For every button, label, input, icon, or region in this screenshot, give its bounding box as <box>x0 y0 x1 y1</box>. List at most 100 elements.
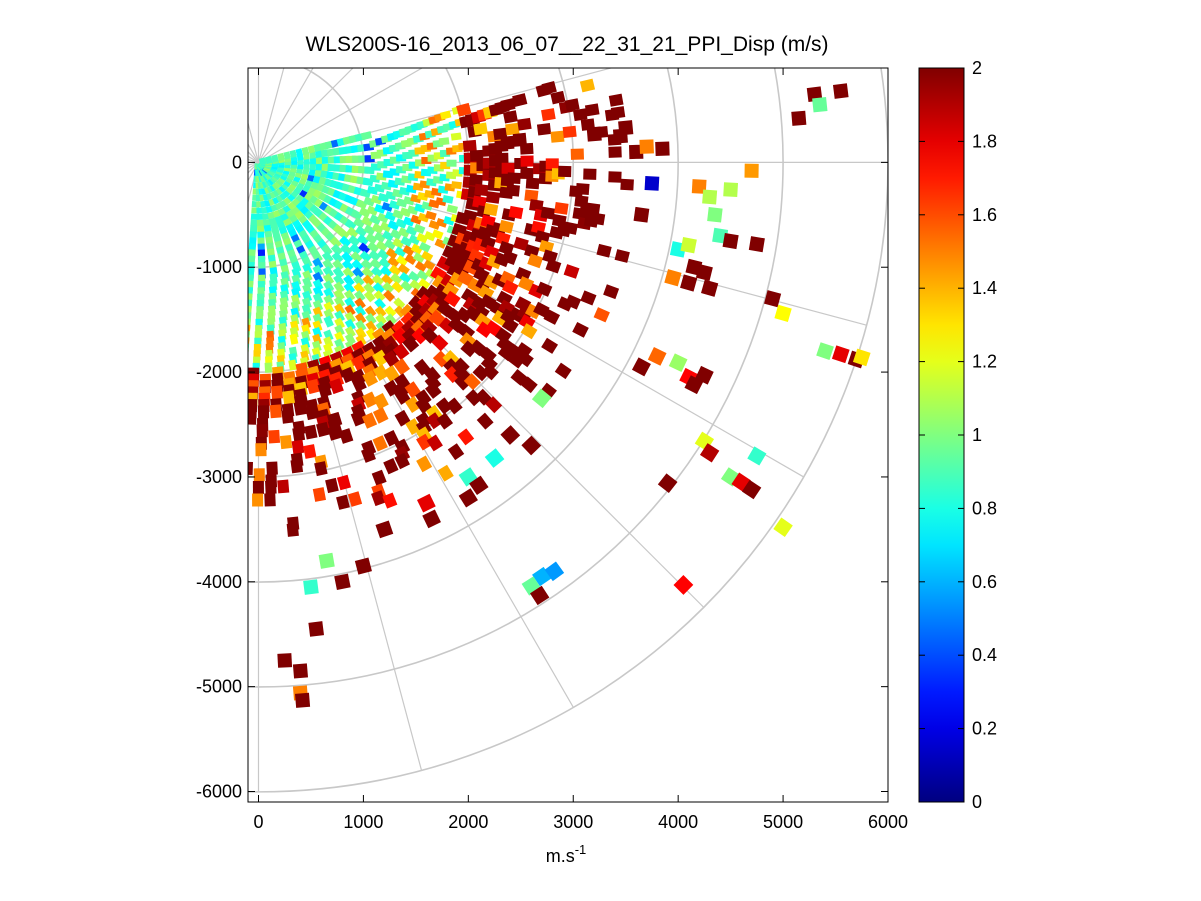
data-cell <box>469 174 483 187</box>
data-cell <box>446 204 458 214</box>
data-cell <box>579 78 596 93</box>
data-cell <box>360 131 373 141</box>
data-cell <box>392 343 410 361</box>
data-cell <box>350 410 366 427</box>
y-tick-label: -1000 <box>196 257 242 277</box>
data-cell <box>585 202 601 216</box>
data-cell <box>575 183 590 195</box>
data-cell <box>394 452 410 470</box>
data-cell <box>680 237 697 254</box>
data-cell <box>365 320 377 333</box>
colorbar: 0 0.2 0.4 0.6 0.8 1 1.2 1.4 1.6 1.8 2 <box>918 58 997 812</box>
data-cell <box>475 321 493 338</box>
data-cell <box>234 385 246 399</box>
data-cell <box>321 156 330 164</box>
data-cell <box>397 227 411 238</box>
data-cell <box>620 178 634 191</box>
data-cell <box>410 243 423 255</box>
data-cell <box>447 316 465 334</box>
azimuth-spoke <box>248 120 260 163</box>
data-cell <box>574 195 589 208</box>
data-cell <box>257 225 265 234</box>
data-cell <box>657 473 678 494</box>
colorbar-tick-label: 0.8 <box>972 498 997 518</box>
data-cell <box>227 486 239 500</box>
x-axis: 0 1000 2000 3000 4000 5000 6000 <box>253 68 908 832</box>
data-cell <box>360 258 373 271</box>
data-cell <box>270 385 284 400</box>
data-cell <box>773 517 793 538</box>
data-cell <box>372 282 385 295</box>
data-cell <box>307 145 316 154</box>
data-cell <box>484 320 502 337</box>
data-cell <box>355 319 367 333</box>
data-cell <box>544 561 565 582</box>
data-cell <box>707 207 723 223</box>
data-cell <box>363 282 376 295</box>
data-cell <box>608 146 622 158</box>
data-cell <box>352 274 365 287</box>
data-cell <box>539 382 557 400</box>
data-cell <box>344 311 356 324</box>
azimuth-spoke <box>258 68 354 163</box>
data-cell <box>608 171 622 183</box>
data-cell <box>438 317 456 335</box>
data-cell <box>340 243 353 256</box>
data-cell <box>331 251 344 264</box>
data-cell <box>372 407 389 424</box>
data-cell <box>647 346 667 366</box>
data-cell <box>831 345 850 364</box>
data-cell <box>355 327 367 340</box>
colorbar-tick-label: 0.4 <box>972 645 997 665</box>
data-cell <box>744 163 759 178</box>
data-cell <box>351 375 367 393</box>
data-cell <box>542 249 558 264</box>
data-cell <box>435 397 453 415</box>
data-cell <box>292 663 309 679</box>
data-cell <box>498 219 514 234</box>
data-cell <box>540 206 556 220</box>
data-cell <box>256 219 265 227</box>
colorbar-tick-label: 0 <box>972 792 982 812</box>
data-cell <box>409 279 422 292</box>
data-cell <box>334 310 346 323</box>
data-cell <box>383 379 400 397</box>
x-axis-label: m.s-1 <box>546 842 587 866</box>
data-cell <box>722 232 739 250</box>
y-axis: 0 -1000 -2000 -3000 -4000 -5000 -6000 <box>196 152 888 802</box>
data-cell <box>377 248 390 261</box>
data-cell <box>402 335 420 353</box>
data-cell <box>301 146 310 156</box>
data-cell <box>371 490 386 507</box>
data-cell <box>608 93 624 107</box>
data-cell <box>664 269 682 287</box>
data-cell <box>318 552 335 569</box>
data-cell <box>323 301 335 314</box>
data-cell <box>362 370 379 387</box>
data-cell <box>266 461 278 476</box>
data-cell <box>415 396 432 414</box>
data-cell <box>374 297 386 311</box>
data-cell <box>400 280 413 293</box>
data-cell <box>311 250 323 263</box>
data-cell <box>412 252 426 264</box>
data-cell <box>358 207 371 218</box>
data-cell <box>618 120 634 136</box>
data-cell <box>513 236 529 251</box>
data-cell <box>336 494 350 510</box>
data-cell <box>354 557 372 575</box>
data-cell <box>365 233 378 245</box>
data-cell <box>464 305 482 322</box>
data-cell <box>426 412 443 430</box>
data-cell <box>312 487 327 502</box>
data-cell <box>332 266 345 279</box>
data-cell <box>416 493 436 513</box>
data-cell <box>388 264 402 277</box>
data-cell <box>558 165 572 178</box>
data-cell <box>338 428 354 444</box>
data-cell <box>352 267 365 280</box>
data-cell <box>774 304 792 323</box>
data-cell <box>469 475 489 496</box>
data-cell <box>469 339 487 357</box>
data-cell <box>384 305 397 318</box>
